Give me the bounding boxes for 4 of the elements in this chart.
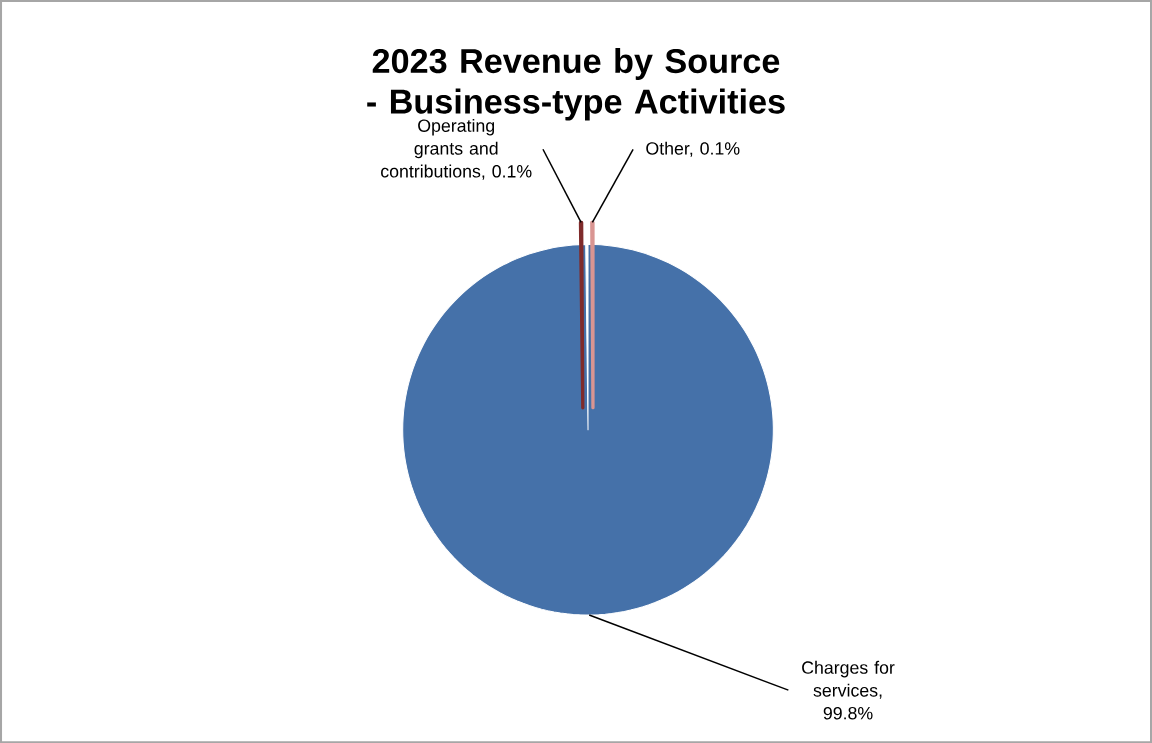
slice-label: Operating grants and contributions, 0.1% xyxy=(381,118,532,180)
chart-title: 2023 Revenue by Source - Business-type Activities xyxy=(367,47,785,121)
slice-label: Other, 0.1% xyxy=(646,141,740,157)
slice-label: Charges for services, 99.8% xyxy=(802,660,895,720)
